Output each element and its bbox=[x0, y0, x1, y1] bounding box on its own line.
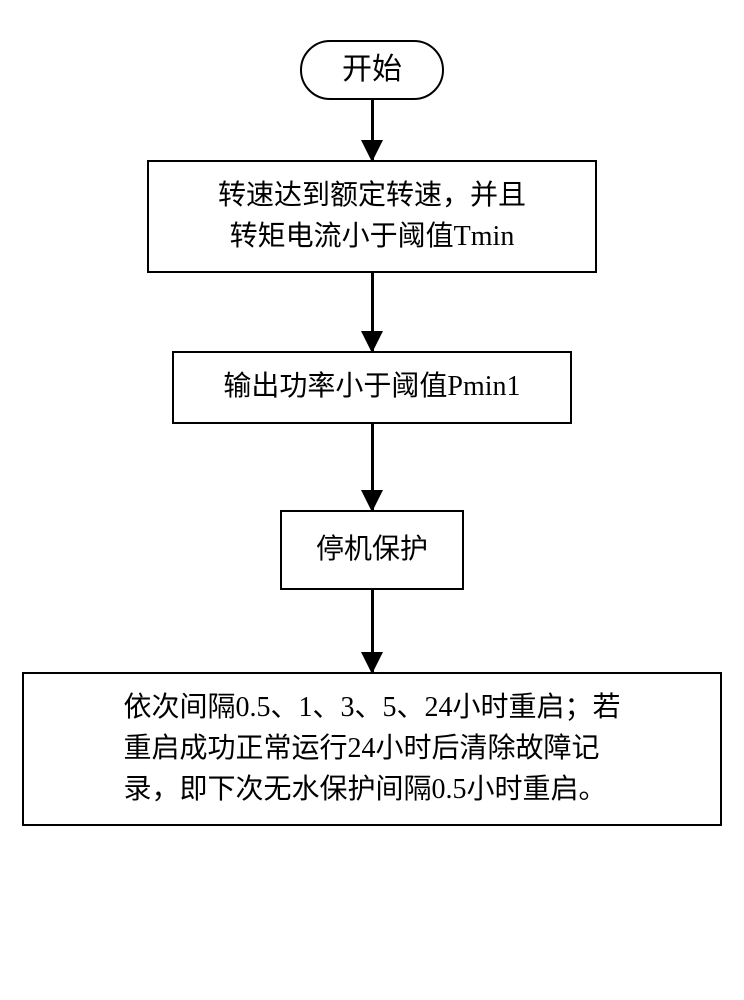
condition1-node: 转速达到额定转速，并且 转矩电流小于阈值Tmin bbox=[147, 160, 597, 273]
arrow-2 bbox=[371, 424, 374, 510]
stop-label: 停机保护 bbox=[316, 530, 428, 571]
flowchart-container: 开始 转速达到额定转速，并且 转矩电流小于阈值Tmin 输出功率小于阈值Pmin… bbox=[22, 40, 722, 826]
condition1-label: 转速达到额定转速，并且 转矩电流小于阈值Tmin bbox=[218, 176, 526, 257]
condition2-node: 输出功率小于阈值Pmin1 bbox=[172, 351, 572, 424]
retry-node: 依次间隔0.5、1、3、5、24小时重启；若 重启成功正常运行24小时后清除故障… bbox=[22, 672, 722, 826]
start-node: 开始 bbox=[300, 40, 444, 100]
retry-label: 依次间隔0.5、1、3、5、24小时重启；若 重启成功正常运行24小时后清除故障… bbox=[123, 688, 620, 810]
arrow-1 bbox=[371, 273, 374, 351]
start-label: 开始 bbox=[342, 52, 402, 88]
stop-node: 停机保护 bbox=[280, 510, 464, 591]
condition2-label: 输出功率小于阈值Pmin1 bbox=[223, 367, 520, 408]
arrow-3 bbox=[371, 590, 374, 672]
arrow-0 bbox=[371, 100, 374, 160]
